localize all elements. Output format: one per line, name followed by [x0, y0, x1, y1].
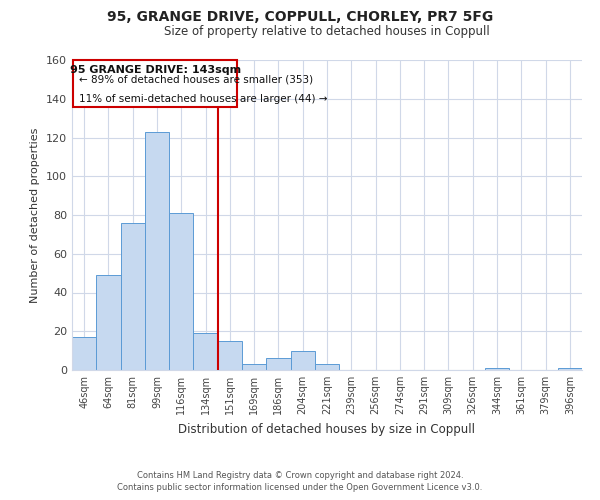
Bar [242, 364, 266, 370]
Title: Size of property relative to detached houses in Coppull: Size of property relative to detached ho… [164, 25, 490, 38]
Text: ← 89% of detached houses are smaller (353): ← 89% of detached houses are smaller (35… [79, 74, 313, 85]
Bar [72, 337, 96, 370]
Y-axis label: Number of detached properties: Number of detached properties [31, 128, 40, 302]
Bar [169, 213, 193, 370]
Text: Contains HM Land Registry data © Crown copyright and database right 2024.
Contai: Contains HM Land Registry data © Crown c… [118, 471, 482, 492]
Bar [96, 275, 121, 370]
Bar [266, 358, 290, 370]
Bar [485, 368, 509, 370]
Text: 95, GRANGE DRIVE, COPPULL, CHORLEY, PR7 5FG: 95, GRANGE DRIVE, COPPULL, CHORLEY, PR7 … [107, 10, 493, 24]
Bar [315, 364, 339, 370]
Bar [558, 368, 582, 370]
Bar [290, 350, 315, 370]
Text: 11% of semi-detached houses are larger (44) →: 11% of semi-detached houses are larger (… [79, 94, 328, 104]
Bar [145, 132, 169, 370]
Bar [121, 223, 145, 370]
Bar [218, 341, 242, 370]
X-axis label: Distribution of detached houses by size in Coppull: Distribution of detached houses by size … [179, 422, 476, 436]
FancyBboxPatch shape [73, 60, 237, 106]
Bar [193, 333, 218, 370]
Text: 95 GRANGE DRIVE: 143sqm: 95 GRANGE DRIVE: 143sqm [70, 65, 241, 75]
